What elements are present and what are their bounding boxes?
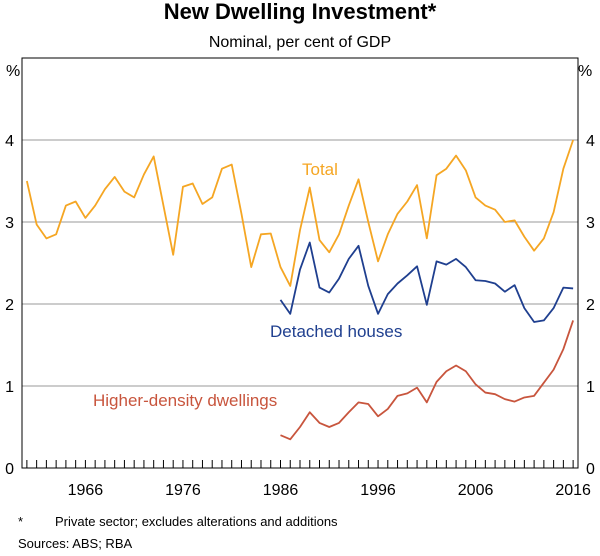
footnote-text: Private sector; excludes alterations and… bbox=[55, 514, 338, 529]
y-tick-label-left: 4 bbox=[5, 133, 14, 150]
y-tick-label-right: 3 bbox=[586, 215, 595, 232]
series-label-total: Total bbox=[302, 160, 338, 179]
x-tick-label: 1996 bbox=[360, 482, 396, 499]
x-tick-label: 1986 bbox=[263, 482, 299, 499]
series-line-total bbox=[26, 139, 574, 287]
y-tick-label-right: 0 bbox=[586, 461, 595, 478]
series-label-higher-density: Higher-density dwellings bbox=[93, 391, 277, 410]
y-tick-label-left: 3 bbox=[5, 215, 14, 232]
y-tick-label-left: 1 bbox=[5, 379, 14, 396]
y-tick-label-right: 1 bbox=[586, 379, 595, 396]
y-unit-right: % bbox=[578, 63, 592, 80]
x-tick-label: 2016 bbox=[555, 482, 591, 499]
chart-title: New Dwelling Investment* bbox=[164, 0, 437, 24]
y-unit-left: % bbox=[6, 63, 20, 80]
axis-ticks: 0 0 1 1 2 2 3 3 4 4 1966 1976 1986 1996 2006 2016 bbox=[5, 133, 595, 499]
chart-subtitle: Nominal, per cent of GDP bbox=[209, 34, 391, 51]
series-line-higher-density-dwellings bbox=[280, 320, 574, 441]
footnote-marker: * bbox=[18, 514, 24, 529]
y-tick-label-right: 2 bbox=[586, 297, 595, 314]
sources: Sources: ABS; RBA bbox=[18, 536, 133, 551]
plot-frame bbox=[21, 57, 579, 469]
x-tick-label: 1966 bbox=[68, 482, 104, 499]
x-tick-label: 1976 bbox=[165, 482, 201, 499]
x-tick-label: 2006 bbox=[458, 482, 494, 499]
series-lines bbox=[26, 139, 574, 441]
series-line-detached-houses bbox=[279, 241, 574, 323]
y-tick-label-left: 2 bbox=[5, 297, 14, 314]
y-tick-label-left: 0 bbox=[5, 461, 14, 478]
gridlines bbox=[22, 139, 578, 387]
y-tick-label-right: 4 bbox=[586, 133, 595, 150]
series-label-detached-houses: Detached houses bbox=[270, 322, 402, 341]
